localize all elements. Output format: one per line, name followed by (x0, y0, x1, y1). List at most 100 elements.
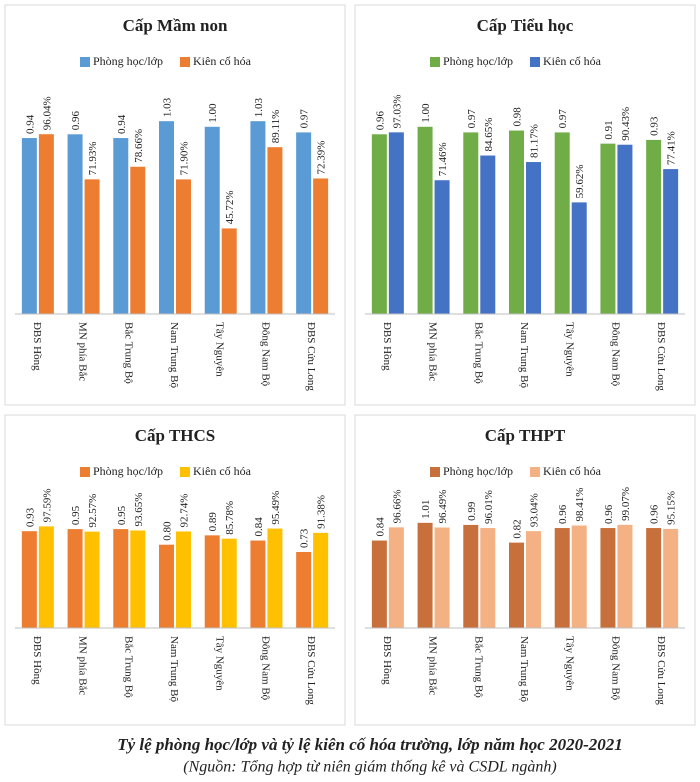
bar (371, 134, 387, 314)
data-label: 71.46% (437, 142, 449, 176)
x-tick-label: ĐBS Cửu Long (305, 322, 317, 391)
bar (159, 544, 174, 628)
bar (313, 178, 329, 314)
legend-swatch (430, 57, 440, 67)
x-tick-label: Bắc Trung Bộ (122, 322, 134, 384)
bar (38, 134, 54, 314)
x-tick-label: Bắc Trung Bộ (122, 636, 134, 698)
data-label: 0.94 (24, 114, 36, 134)
chart-title: Cấp THPT (485, 426, 566, 445)
x-tick-label: Nam Trung Bộ (518, 636, 530, 703)
data-label: 78.66% (133, 129, 145, 163)
data-label: 93.04% (529, 493, 541, 527)
bar (434, 180, 450, 314)
bar (221, 538, 237, 628)
data-label: 96.04% (41, 96, 53, 130)
x-tick-label: Nam Trung Bộ (168, 322, 180, 389)
bar (67, 134, 83, 314)
x-tick-label: ĐBS Hồng (31, 636, 43, 685)
bar (38, 526, 54, 628)
data-label: 91.38% (316, 495, 328, 529)
x-tick-label: Tây Nguyên (564, 636, 576, 691)
data-label: 0.96 (649, 504, 661, 524)
bar (204, 535, 220, 628)
bar (554, 528, 570, 628)
data-label: 90.43% (620, 107, 632, 141)
bar (480, 155, 496, 314)
data-label: 0.73 (299, 528, 311, 548)
bar (67, 529, 83, 628)
legend-swatch (80, 467, 90, 477)
bar (250, 540, 266, 628)
bar (267, 528, 283, 628)
bar (554, 132, 570, 314)
x-tick-label: Đông Nam Bộ (259, 636, 271, 701)
data-label: 1.03 (253, 97, 265, 117)
data-label: 0.96 (557, 504, 569, 524)
bar (84, 179, 100, 314)
x-tick-label: Tây Nguyên (214, 636, 226, 691)
legend-swatch (530, 57, 540, 67)
bar (526, 162, 541, 314)
data-label: 85.78% (224, 501, 236, 535)
x-tick-label: Đông Nam Bộ (609, 322, 621, 387)
bar (84, 531, 100, 628)
chart-title: Cấp THCS (135, 426, 215, 445)
data-label: 96.49% (437, 490, 449, 524)
data-label: 72.39% (316, 141, 328, 175)
data-label: 92.74% (179, 494, 191, 528)
data-label: 0.95 (116, 505, 128, 525)
legend-label: Kiên cố hóa (543, 54, 602, 68)
bar (463, 132, 479, 314)
panel (4, 414, 346, 726)
data-label: 0.99 (466, 501, 478, 521)
bar (646, 139, 662, 314)
legend-label: Phòng học/lớp (443, 464, 513, 478)
data-label: 45.72% (224, 190, 236, 224)
bar (313, 532, 329, 628)
data-label: 81.17% (529, 124, 541, 158)
data-label: 1.00 (420, 103, 432, 123)
bar (526, 531, 541, 628)
bar (571, 202, 587, 314)
data-label: 89.11% (270, 110, 282, 144)
legend-label: Kiên cố hóa (193, 464, 252, 478)
x-tick-label: Bắc Trung Bộ (472, 322, 484, 384)
data-label: 0.93 (24, 507, 36, 527)
data-label: 0.96 (70, 111, 82, 131)
data-label: 97.03% (391, 94, 403, 128)
x-tick-label: Tây Nguyên (564, 322, 576, 377)
legend-swatch (430, 467, 440, 477)
data-label: 0.97 (299, 109, 311, 129)
data-label: 0.82 (512, 519, 524, 538)
bar (509, 130, 524, 314)
bar (130, 166, 146, 314)
bar (663, 169, 679, 314)
data-label: 0.94 (116, 114, 128, 134)
chart-title: Cấp Mầm non (123, 16, 228, 35)
legend-swatch (530, 467, 540, 477)
bar (130, 530, 146, 628)
legend-label: Phòng học/lớp (443, 54, 513, 68)
data-label: 97.59% (41, 488, 53, 522)
bar (176, 179, 191, 314)
panel (354, 414, 696, 726)
legend-label: Phòng học/lớp (93, 464, 163, 478)
data-label: 96.01% (483, 490, 495, 524)
x-tick-label: MN phía Bắc (77, 636, 89, 695)
legend-swatch (80, 57, 90, 67)
bar (388, 527, 404, 628)
bar (296, 132, 312, 314)
bar (480, 528, 496, 628)
data-label: 92.57% (87, 494, 99, 528)
x-tick-label: ĐBS Cửu Long (655, 322, 667, 391)
legend-label: Phòng học/lớp (93, 54, 163, 68)
legend-label: Kiên cố hóa (193, 54, 252, 68)
data-label: 1.03 (162, 97, 174, 117)
bar (617, 144, 633, 314)
x-tick-label: MN phía Bắc (77, 322, 89, 381)
panel (4, 4, 346, 406)
bar (296, 551, 312, 628)
data-label: 71.93% (87, 141, 99, 175)
panel (354, 4, 696, 406)
